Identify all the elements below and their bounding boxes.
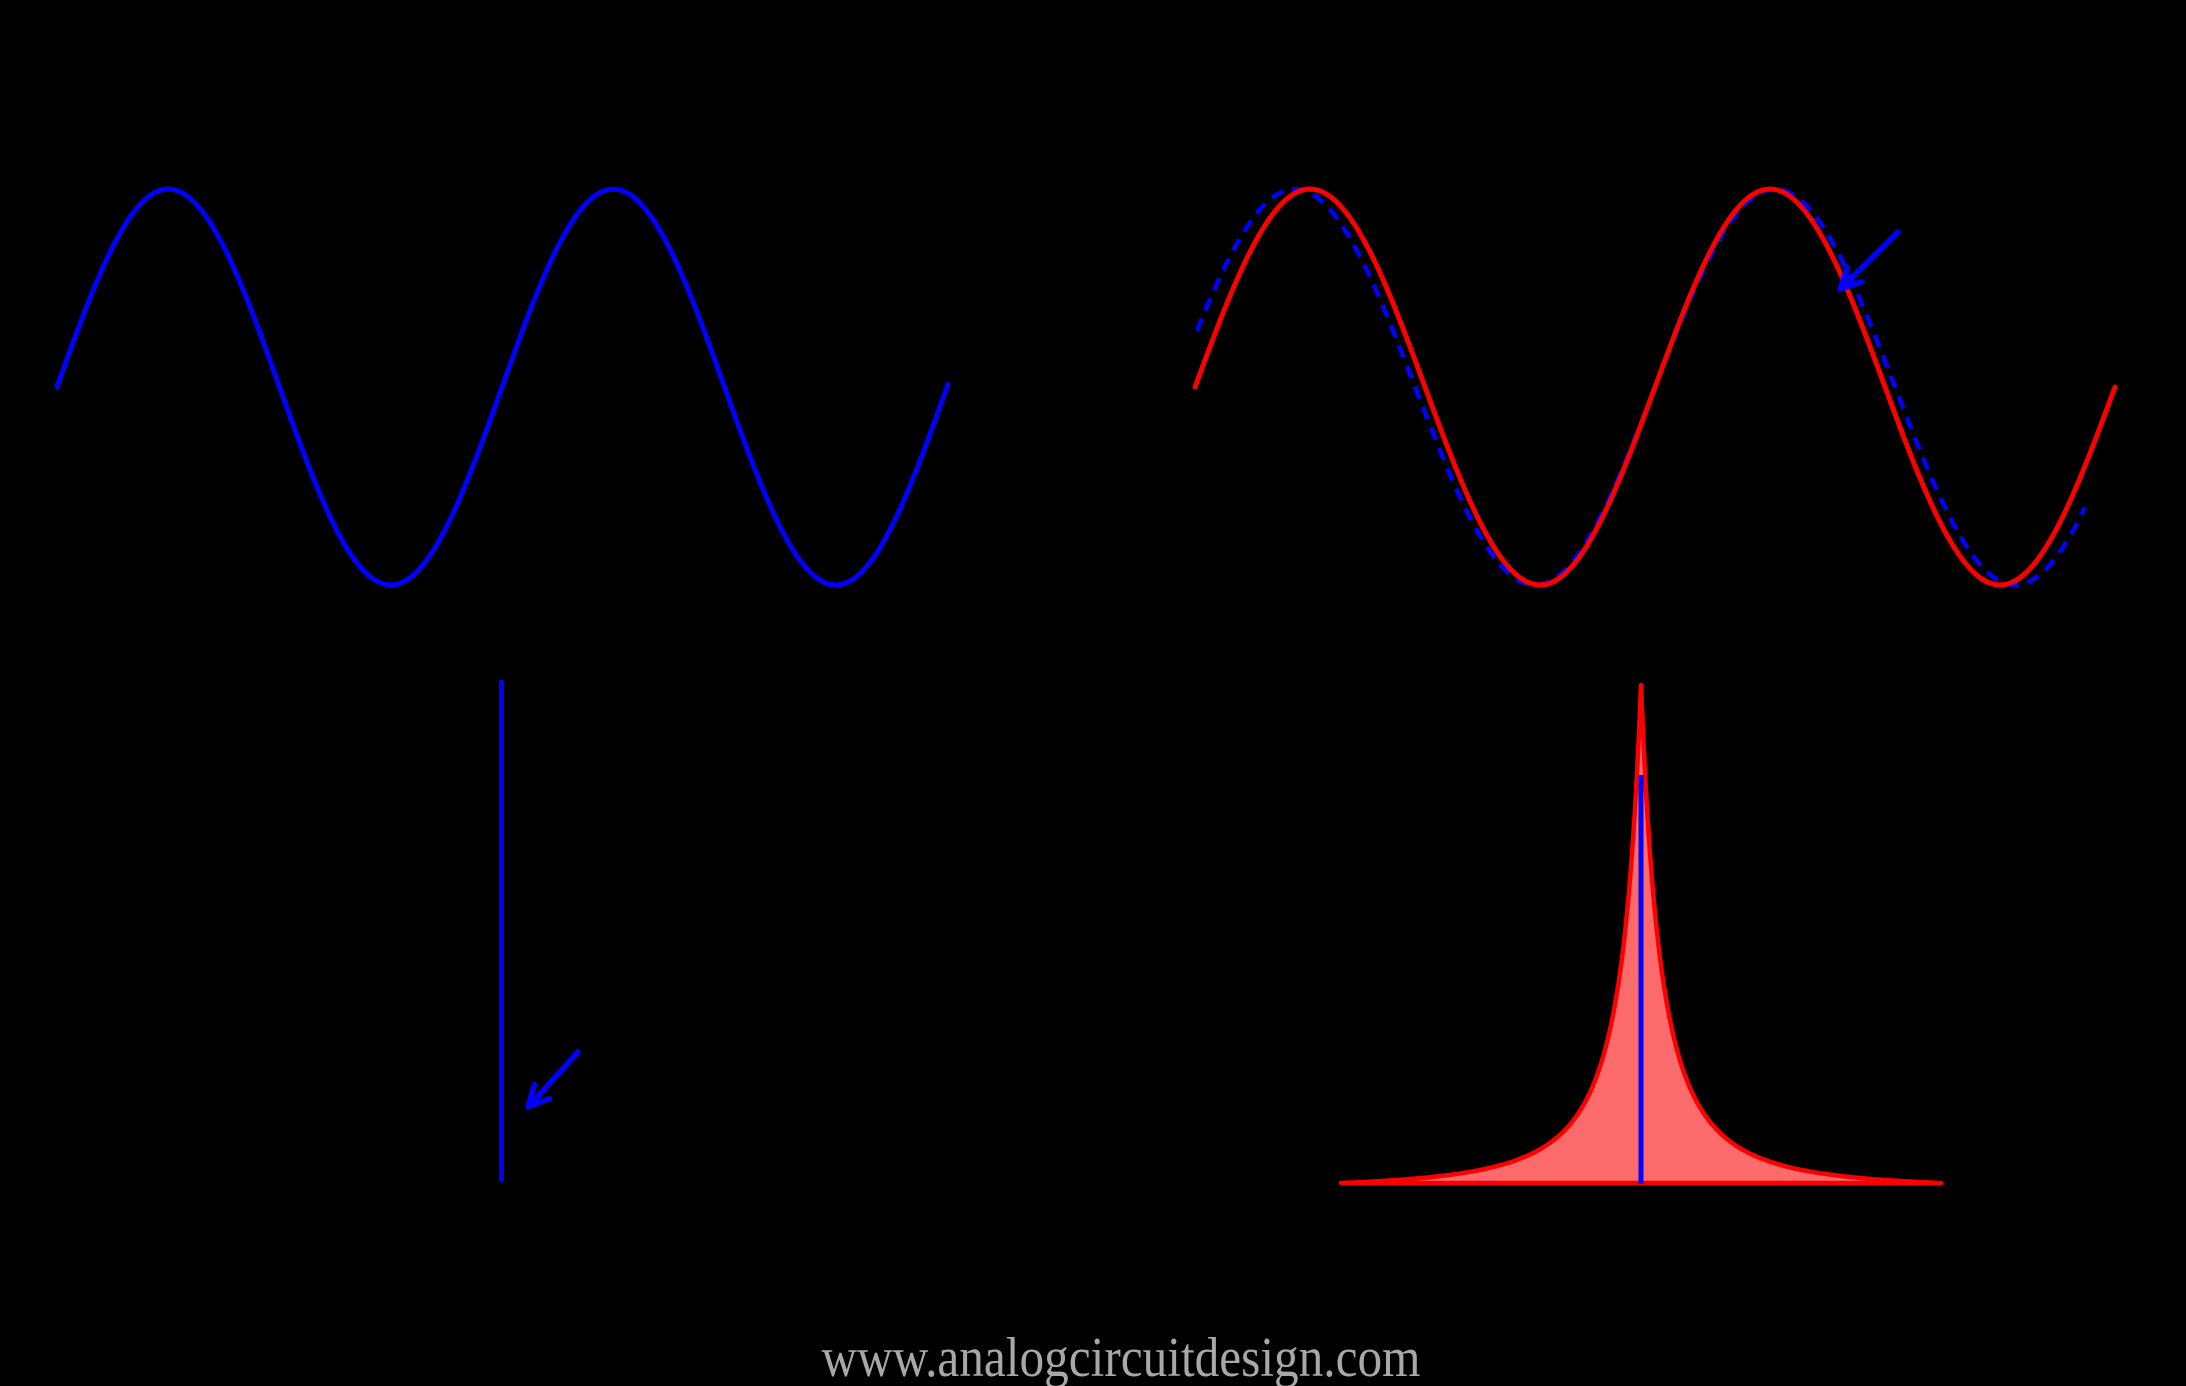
watermark-text: www.analogcircuitdesign.com	[821, 1327, 1421, 1386]
arrow-shaft	[525, 1049, 581, 1110]
panel-ideal-spectrum	[499, 679, 581, 1183]
impulse-arrow	[525, 1049, 581, 1110]
arrow-head-icon	[525, 1082, 553, 1110]
phase-deviation-arrow	[1837, 229, 1901, 292]
panel-ideal-waveform	[54, 186, 951, 588]
real-sine-curve	[1192, 186, 2118, 588]
ideal-reference-dashed-sine-curve	[1194, 186, 2088, 588]
panel-real-spectrum	[1338, 682, 1944, 1186]
ideal-sine-curve	[54, 186, 951, 588]
arrow-head-icon	[1837, 264, 1865, 292]
arrow-shaft	[1837, 229, 1901, 292]
panel-real-waveform	[1192, 186, 2118, 588]
